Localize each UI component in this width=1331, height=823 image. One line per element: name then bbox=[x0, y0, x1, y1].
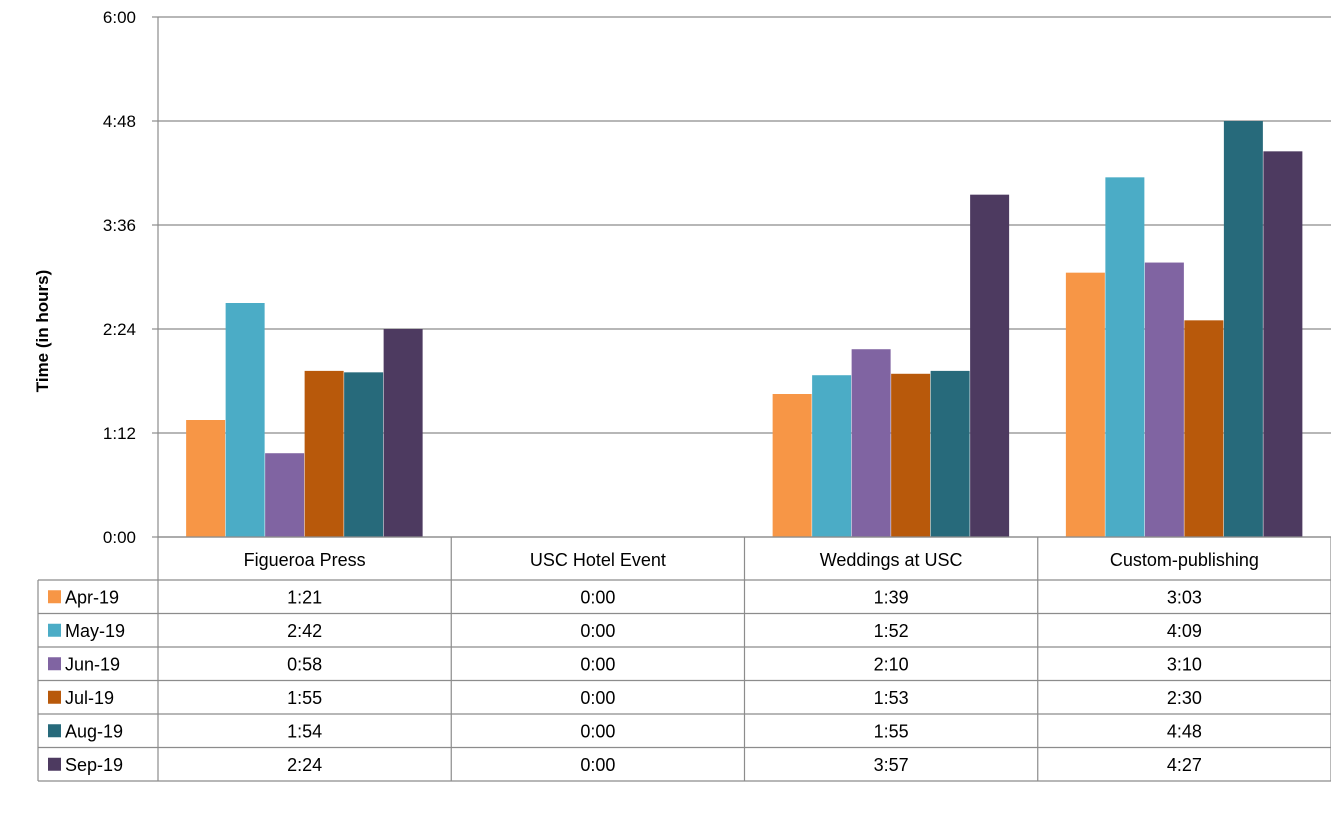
bar-jun-19 bbox=[265, 453, 305, 537]
data-label: 3:03 bbox=[1167, 587, 1202, 607]
data-label: 0:58 bbox=[287, 654, 322, 674]
data-label: 1:55 bbox=[287, 688, 322, 708]
data-label: 4:09 bbox=[1167, 621, 1202, 641]
data-label: 2:30 bbox=[1167, 688, 1202, 708]
category-label: Weddings at USC bbox=[820, 550, 963, 570]
y-tick-label: 6:00 bbox=[103, 8, 136, 27]
bar-aug-19 bbox=[344, 372, 384, 537]
bar-jun-19 bbox=[1144, 262, 1184, 537]
legend-label: Jun-19 bbox=[65, 654, 120, 674]
data-label: 1:54 bbox=[287, 721, 322, 741]
legend-swatch bbox=[48, 657, 61, 671]
bar-aug-19 bbox=[1223, 121, 1263, 537]
legend-swatch bbox=[48, 590, 61, 604]
y-tick-label: 2:24 bbox=[103, 320, 136, 339]
data-label: 0:00 bbox=[580, 688, 615, 708]
y-axis-title: Time (in hours) bbox=[33, 270, 52, 392]
data-label: 1:52 bbox=[874, 621, 909, 641]
bars bbox=[186, 121, 1303, 538]
data-label: 0:00 bbox=[580, 755, 615, 775]
bar-sep-19 bbox=[383, 329, 423, 537]
data-label: 1:55 bbox=[874, 721, 909, 741]
bar-apr-19 bbox=[186, 420, 226, 537]
y-axis: 0:00 1:12 2:24 3:36 4:48 6:00 bbox=[103, 8, 159, 547]
legend-swatch bbox=[48, 623, 61, 637]
legend-label: Jul-19 bbox=[65, 688, 114, 708]
bar-sep-19 bbox=[970, 194, 1010, 537]
category-label: Custom-publishing bbox=[1110, 550, 1259, 570]
data-label: 4:48 bbox=[1167, 721, 1202, 741]
legend-swatch bbox=[48, 757, 61, 771]
data-label: 1:39 bbox=[874, 587, 909, 607]
legend-swatch bbox=[48, 724, 61, 738]
legend-label: Apr-19 bbox=[65, 587, 119, 607]
bar-may-19 bbox=[225, 303, 265, 537]
bar-may-19 bbox=[1105, 177, 1145, 538]
category-label: USC Hotel Event bbox=[530, 550, 666, 570]
bar-jul-19 bbox=[1184, 320, 1224, 537]
bar-aug-19 bbox=[930, 370, 970, 537]
bar-jun-19 bbox=[851, 349, 891, 537]
data-table: Figueroa Press USC Hotel Event Weddings at… bbox=[37, 536, 1331, 782]
legend-label: Sep-19 bbox=[65, 755, 123, 775]
data-label: 0:00 bbox=[580, 587, 615, 607]
data-label: 3:10 bbox=[1167, 654, 1202, 674]
bar-may-19 bbox=[812, 375, 852, 537]
legend-swatch bbox=[48, 690, 61, 704]
legend-label: Aug-19 bbox=[65, 721, 123, 741]
bar-apr-19 bbox=[1065, 272, 1105, 537]
legend-label: May-19 bbox=[65, 621, 125, 641]
y-tick-label: 1:12 bbox=[103, 424, 136, 443]
y-tick-label: 0:00 bbox=[103, 528, 136, 547]
bar-sep-19 bbox=[1263, 151, 1303, 538]
data-label: 3:57 bbox=[874, 755, 909, 775]
data-label: 0:00 bbox=[580, 654, 615, 674]
bar-apr-19 bbox=[772, 394, 812, 537]
data-label: 0:00 bbox=[580, 721, 615, 741]
data-label: 2:42 bbox=[287, 621, 322, 641]
bar-jul-19 bbox=[891, 373, 931, 537]
data-label: 1:21 bbox=[287, 587, 322, 607]
data-label: 0:00 bbox=[580, 621, 615, 641]
data-label: 2:24 bbox=[287, 755, 322, 775]
data-label: 1:53 bbox=[874, 688, 909, 708]
bar-jul-19 bbox=[304, 370, 344, 537]
data-label: 4:27 bbox=[1167, 755, 1202, 775]
data-label: 2:10 bbox=[874, 654, 909, 674]
y-tick-label: 4:48 bbox=[103, 112, 136, 131]
y-tick-label: 3:36 bbox=[103, 216, 136, 235]
category-label: Figueroa Press bbox=[244, 550, 366, 570]
